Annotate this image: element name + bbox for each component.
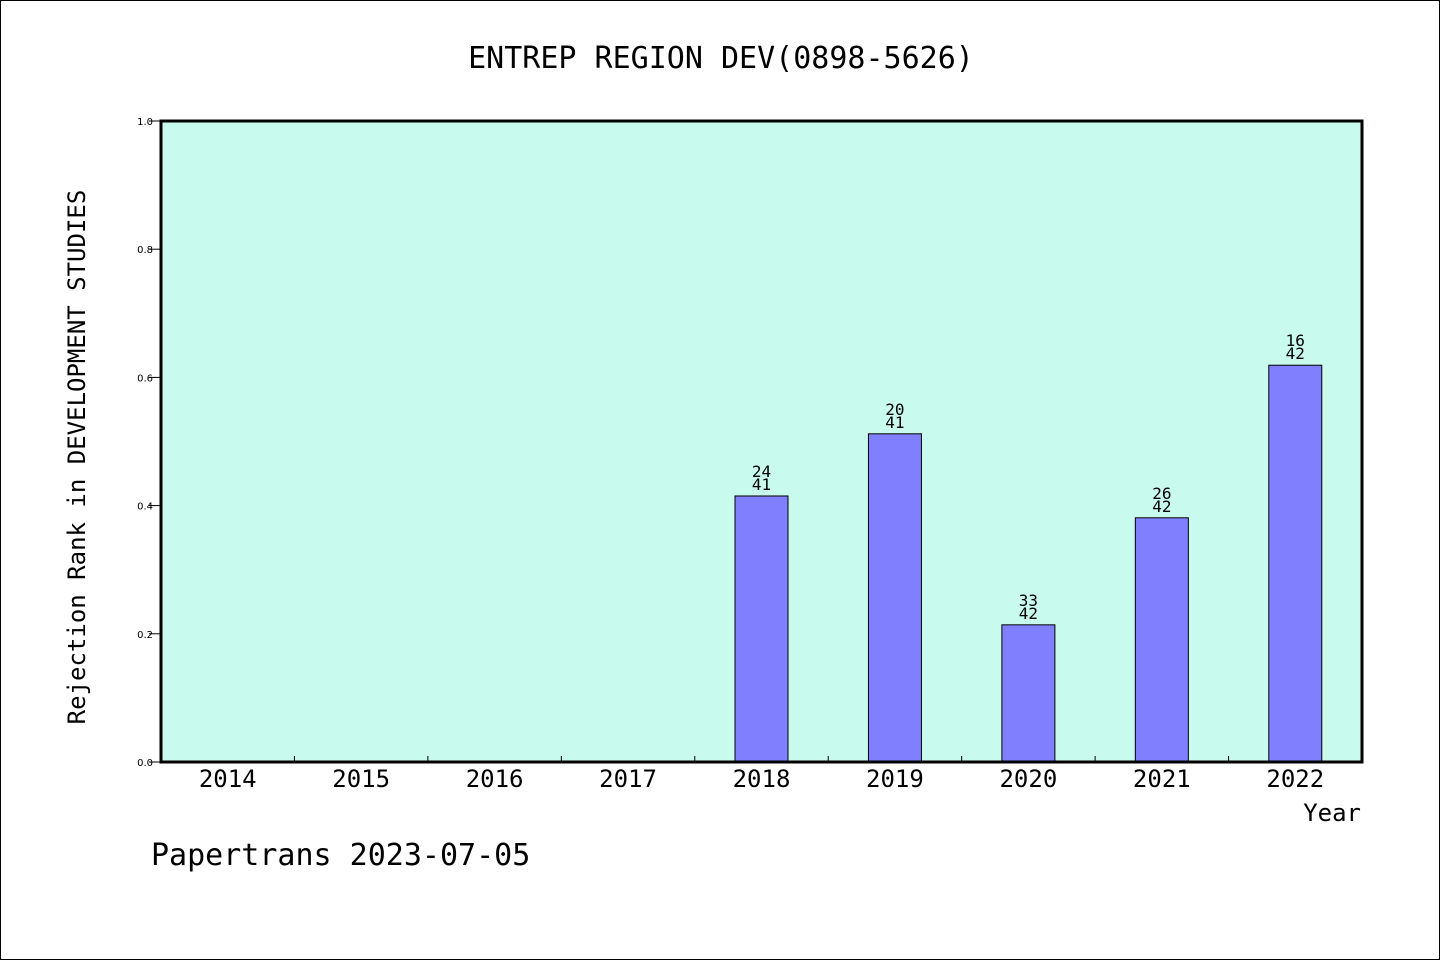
bars (734, 364, 1323, 763)
y-tick-label: 0.2 (137, 630, 153, 641)
x-axis-label: Year (1303, 799, 1361, 827)
x-tick-label: 2015 (332, 765, 390, 793)
footer-source-date: Papertrans 2023-07-05 (151, 838, 530, 873)
bar-rank-label: 26 (1152, 484, 1171, 503)
bar-total-label: 41 (752, 475, 771, 494)
bar-2022 (1268, 364, 1323, 763)
bar-rank-label: 20 (885, 400, 904, 419)
bar-total-label: 42 (1019, 604, 1038, 623)
y-tick-label: 1.0 (137, 117, 153, 128)
x-tick-label: 2019 (866, 765, 924, 793)
bar-rank-label: 24 (752, 462, 771, 481)
bar-rank-label: 16 (1286, 331, 1305, 350)
y-tick-label: 0.8 (137, 245, 153, 256)
chart-title: ENTREP REGION DEV(0898-5626) (468, 41, 974, 76)
plot-border (159, 119, 1364, 764)
x-tick-label: 2017 (599, 765, 657, 793)
x-tick-label: 2014 (199, 765, 257, 793)
y-tick-label: 0.6 (137, 373, 153, 384)
bar-rank-label: 33 (1019, 591, 1038, 610)
bar-2020 (1001, 624, 1056, 763)
y-tick-label: 0.4 (137, 502, 153, 513)
bar-total-label: 42 (1286, 344, 1305, 363)
bar-total-label: 41 (885, 413, 904, 432)
y-axis-label: Rejection Rank in DEVELOPMENT STUDIES (63, 190, 91, 725)
x-tick-label: 2018 (733, 765, 791, 793)
bar-2019 (867, 433, 922, 763)
x-tick-label: 2022 (1266, 765, 1324, 793)
bar-total-label: 42 (1152, 497, 1171, 516)
x-tick-label: 2016 (466, 765, 524, 793)
x-tick-label: 2021 (1133, 765, 1191, 793)
bar-2021 (1134, 517, 1189, 763)
x-tick-label: 2020 (999, 765, 1057, 793)
bar-2018 (734, 495, 789, 763)
y-tick-label: 0.0 (137, 758, 153, 769)
